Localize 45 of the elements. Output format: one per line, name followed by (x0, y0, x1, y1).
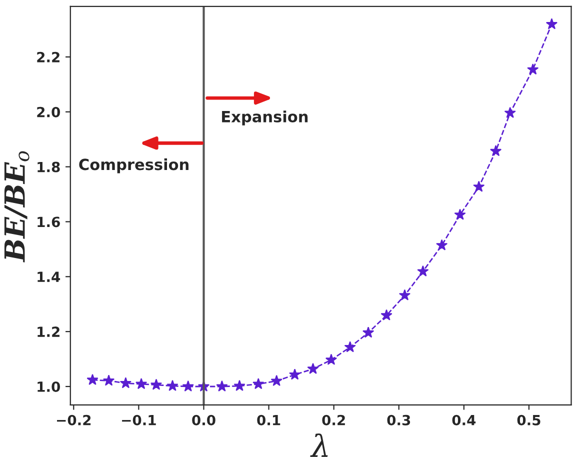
point (473, 180, 485, 192)
point (102, 374, 115, 386)
point (325, 354, 338, 365)
x-tick-label: −0.2 (56, 414, 91, 426)
point (454, 208, 466, 220)
point (546, 18, 558, 30)
x-tick-label: 0.5 (517, 414, 540, 426)
x-tick-label: 0.3 (387, 414, 410, 426)
point (86, 374, 98, 385)
point (380, 309, 392, 320)
y-tick-label: 1.4 (38, 272, 60, 282)
point (182, 380, 194, 392)
x-tick-label: 0.0 (192, 414, 216, 426)
y-tick-label: 1.0 (38, 381, 60, 392)
point (398, 289, 411, 300)
point (436, 239, 448, 250)
point (120, 377, 132, 388)
x-axis-title: λ (310, 433, 328, 457)
point (252, 378, 264, 390)
y-tick-label: 1.2 (38, 326, 60, 337)
y-tick-label: 2.0 (37, 106, 60, 118)
point (362, 326, 374, 338)
point (288, 368, 301, 380)
point (504, 106, 516, 118)
x-tick-label: 0.1 (257, 414, 280, 426)
x-tick-label: 0.4 (452, 414, 476, 426)
point (216, 380, 228, 392)
point (135, 378, 148, 390)
point (270, 374, 282, 386)
y-tick-label: 1.8 (38, 162, 60, 172)
y-tick-label: 2.2 (37, 52, 60, 62)
x-tick-label: −0.1 (122, 414, 156, 426)
point (234, 380, 246, 391)
point (490, 145, 502, 156)
point (527, 63, 539, 75)
point (166, 380, 178, 391)
point (150, 378, 162, 390)
point (344, 341, 356, 352)
annotation: Expansion (222, 110, 308, 126)
point (307, 362, 319, 374)
y-axis-title: BE/BE$_{o}$ (4, 151, 30, 262)
annotation: Compression (79, 158, 188, 174)
point (417, 265, 429, 276)
y-tick-label: 1.6 (38, 216, 60, 228)
x-tick-label: 0.2 (322, 414, 345, 426)
